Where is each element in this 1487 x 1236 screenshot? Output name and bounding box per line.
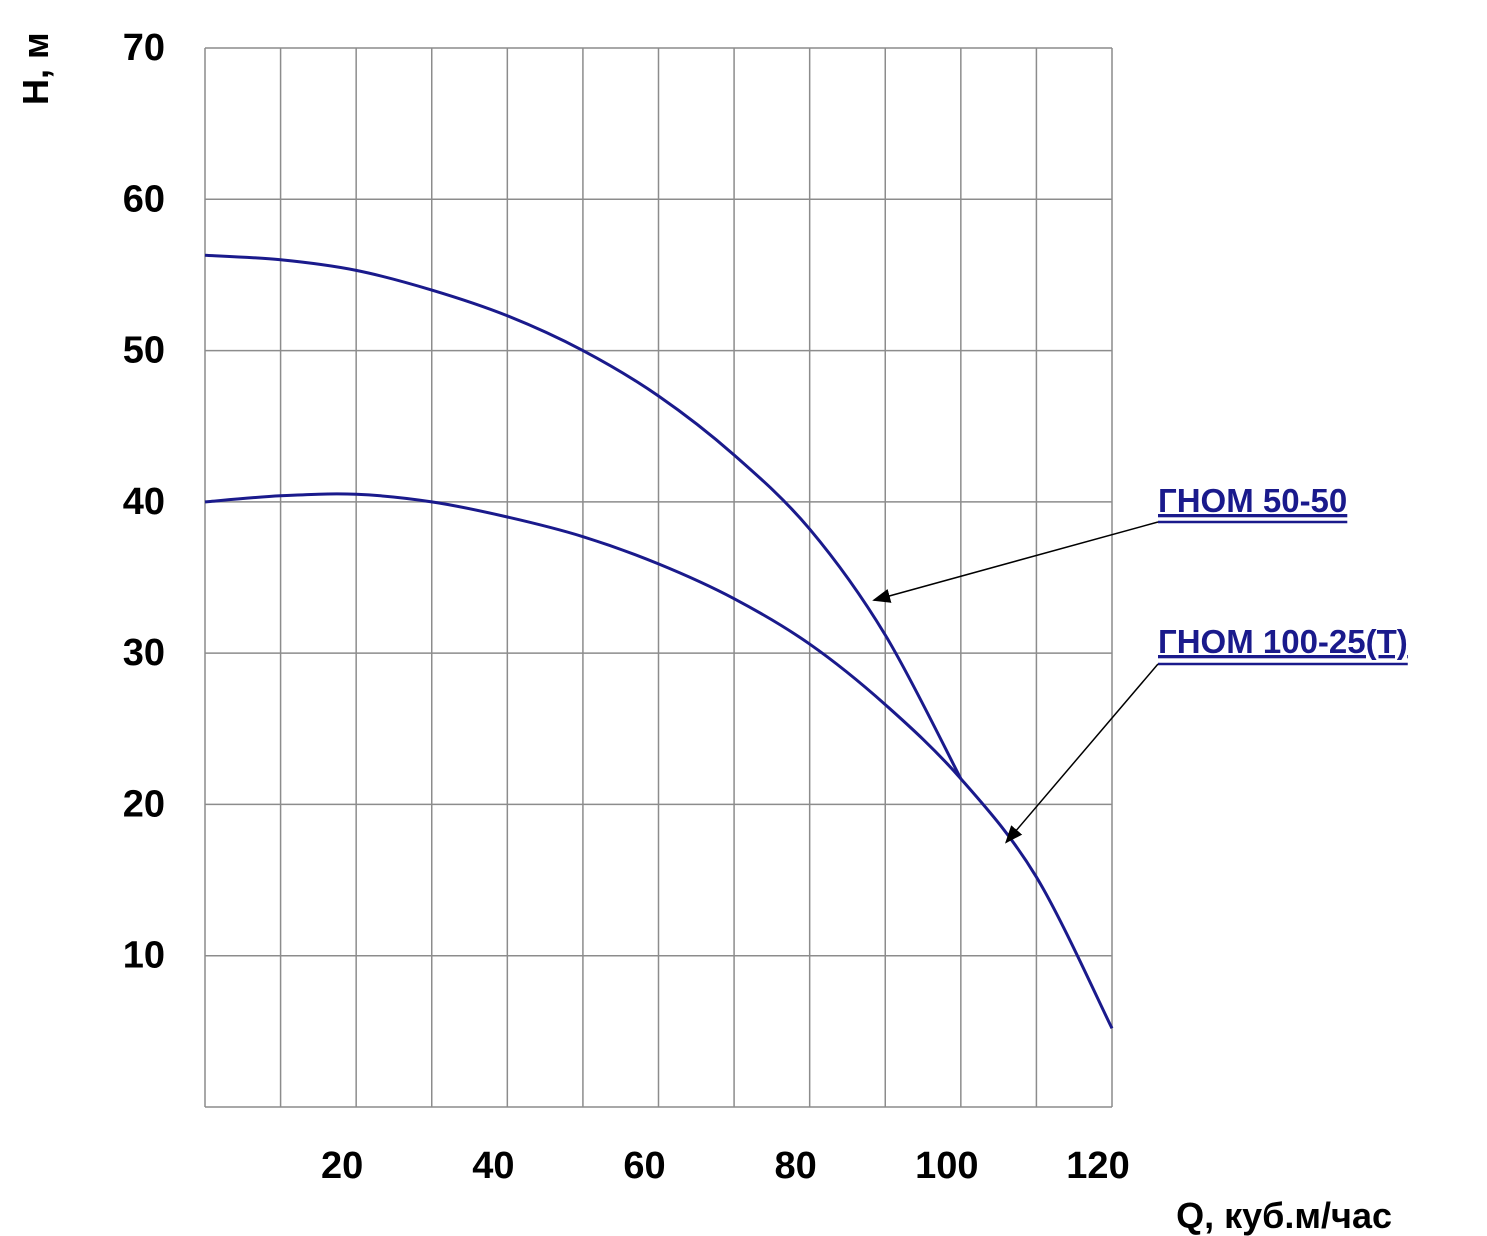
- y-tick-label: 10: [123, 935, 165, 977]
- x-tick-label: 120: [1066, 1145, 1129, 1187]
- x-tick-label: 60: [623, 1145, 665, 1187]
- series-gnom-100-25t-leader-arrow: [1005, 663, 1159, 844]
- y-tick-label: 70: [123, 27, 165, 69]
- y-tick-labels: 10 20 30 40 50 60 70: [123, 27, 165, 977]
- series-label-gnom-50-50: ГНОМ 50-50: [1158, 482, 1347, 519]
- series-gnom-50-50-leader-arrow: [872, 521, 1159, 603]
- x-tick-labels: 20 40 60 80 100 120: [321, 1145, 1130, 1187]
- series-annotations: [872, 520, 1408, 844]
- y-tick-label: 40: [123, 481, 165, 523]
- x-tick-label: 40: [472, 1145, 514, 1187]
- x-tick-label: 100: [915, 1145, 978, 1187]
- x-tick-label: 80: [775, 1145, 817, 1187]
- y-axis-title: H, м: [15, 32, 56, 105]
- curves: [204, 253, 1114, 1030]
- y-tick-label: 60: [123, 178, 165, 220]
- x-axis-title: Q, куб.м/час: [1176, 1195, 1392, 1236]
- x-tick-label: 20: [321, 1145, 363, 1187]
- y-tick-label: 50: [123, 330, 165, 372]
- series-line-gnom-50-50: [204, 253, 963, 780]
- series-label-gnom-100-25t: ГНОМ 100-25(Т): [1158, 623, 1408, 660]
- y-tick-label: 30: [123, 632, 165, 674]
- grid: [204, 47, 1113, 1108]
- series-line-gnom-100-25t: [204, 492, 1114, 1030]
- y-tick-label: 20: [123, 783, 165, 825]
